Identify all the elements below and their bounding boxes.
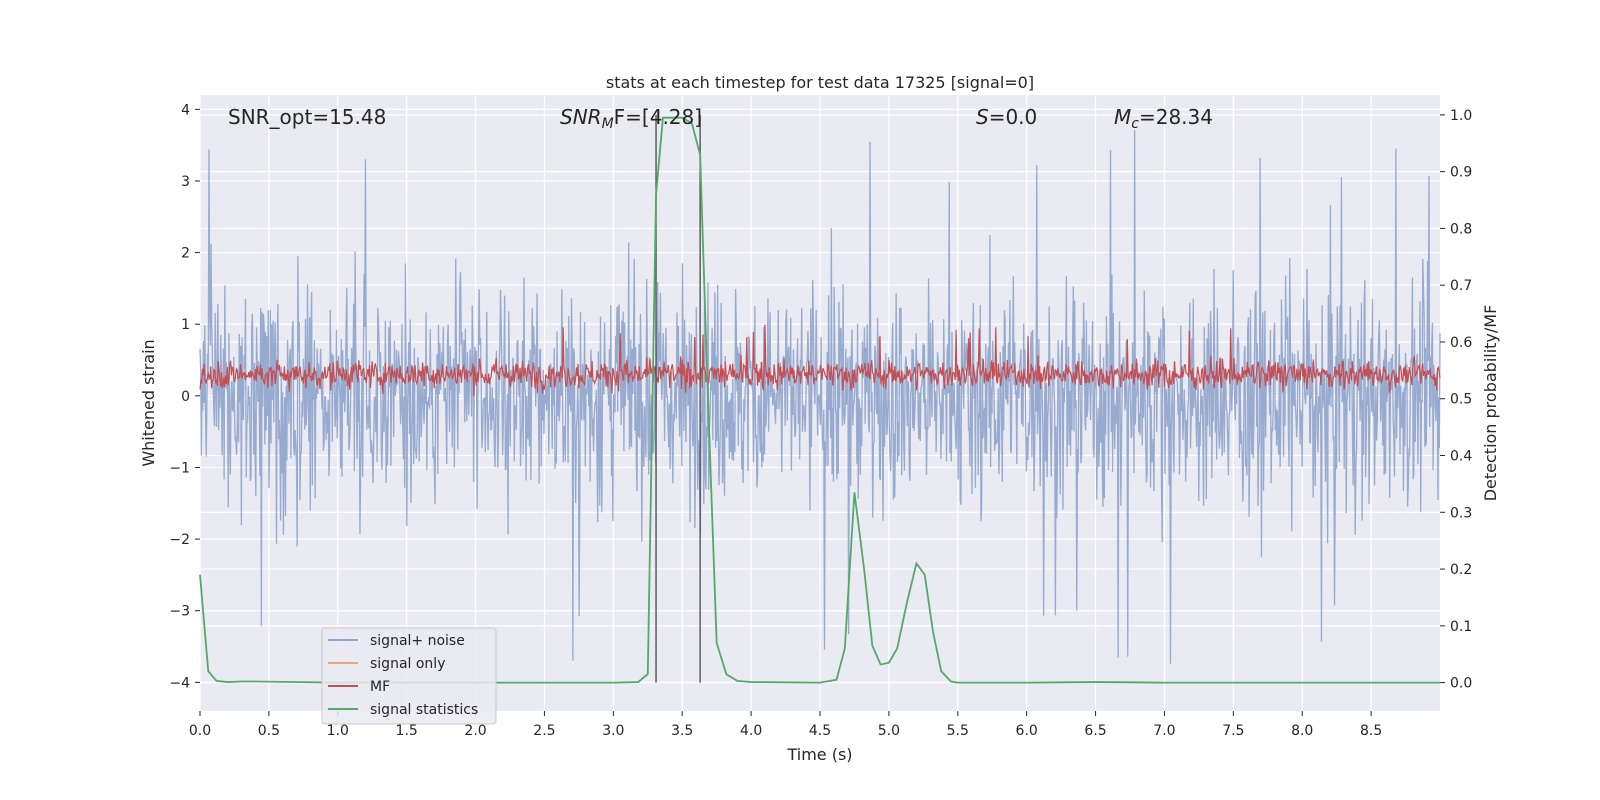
y-tick-label: −4: [169, 675, 190, 691]
x-tick-label: 2.5: [533, 723, 555, 739]
y2-tick-label: 0.4: [1450, 449, 1472, 465]
s-rest: =0.0: [989, 105, 1038, 129]
signal-noise-line: [199, 130, 1441, 664]
x-tick-label: 5.0: [878, 723, 900, 739]
y2-tick-label: 0.3: [1450, 505, 1472, 521]
x-tick-label: 6.5: [1084, 723, 1106, 739]
y2-tick-label: 0.8: [1450, 221, 1472, 237]
mf-line: [199, 324, 1441, 396]
legend-box: [321, 627, 497, 725]
mf-series: [199, 324, 1441, 396]
y-tick-label: −3: [169, 604, 190, 620]
y2-tick-label: 0.0: [1450, 676, 1472, 692]
x-tick-label: 0.5: [258, 723, 280, 739]
x-tick-label: 1.0: [327, 723, 349, 739]
y-tick-label: 2: [181, 246, 190, 262]
y2-tick-label: 1.0: [1450, 108, 1472, 124]
y-tick-label: 0: [181, 389, 190, 405]
x-tick-label: 3.5: [671, 723, 693, 739]
x-tick-label: 4.5: [809, 723, 831, 739]
left-axis-ticks: −4 −3 −2 −1 0 1 2 3 4: [169, 102, 200, 691]
y2-tick-label: 0.2: [1450, 562, 1472, 578]
legend: signal+ noise signal only MF signal stat…: [321, 627, 497, 725]
y-tick-label: 1: [181, 317, 190, 333]
snr-mf-sub: M: [602, 116, 614, 132]
y-tick-label: 4: [181, 102, 190, 118]
x-axis-label: Time (s): [786, 745, 852, 764]
legend-label-signal-only: signal only: [370, 656, 445, 672]
y2-tick-label: 0.6: [1450, 335, 1472, 351]
x-tick-label: 6.0: [1016, 723, 1038, 739]
snr-opt-annotation: SNR_opt=15.48: [228, 105, 386, 129]
x-tick-label: 0.0: [189, 723, 211, 739]
legend-label-mf: MF: [370, 679, 390, 695]
x-tick-label: 7.5: [1222, 723, 1244, 739]
legend-label-statistics: signal statistics: [370, 702, 478, 718]
y2-tick-label: 0.7: [1450, 278, 1472, 294]
x-tick-label: 5.5: [947, 723, 969, 739]
y-tick-label: 3: [181, 174, 190, 190]
mc-base: M: [1114, 105, 1131, 129]
y2-tick-label: 0.5: [1450, 392, 1472, 408]
mc-sub: c: [1131, 116, 1139, 132]
y2-axis-label: Detection probability/MF: [1481, 305, 1500, 502]
snr-mf-annotation: SNRMF=[4.28]: [560, 105, 702, 132]
mc-annotation: Mc=28.34: [1114, 105, 1213, 132]
x-tick-label: 8.5: [1360, 723, 1382, 739]
chart-title: stats at each timestep for test data 173…: [606, 73, 1034, 92]
y-tick-label: −1: [169, 460, 190, 476]
y-tick-label: −2: [169, 532, 190, 548]
x-axis-ticks: 0.0 0.5 1.0 1.5 2.0 2.5 3.0 3.5 4.0 4.5 5.0 5.5 6.0 6…: [189, 711, 1382, 739]
s-label: S: [976, 105, 989, 129]
x-tick-label: 3.0: [602, 723, 624, 739]
signal-noise-series: [199, 130, 1441, 664]
y2-tick-label: 0.1: [1450, 619, 1472, 635]
x-tick-label: 1.5: [396, 723, 418, 739]
y-axis-label: Whitened strain: [139, 339, 158, 466]
right-axis-ticks: 0.0 0.1 0.2 0.3 0.4 0.5 0.6 0.7 0.8 0.9 1.0: [1440, 108, 1472, 692]
snr-mf-rest: F=[4.28]: [614, 105, 702, 129]
s-annotation: S=0.0: [976, 105, 1037, 129]
snr-mf-base: SNR: [560, 105, 602, 129]
x-tick-label: 7.0: [1153, 723, 1175, 739]
x-tick-label: 2.0: [464, 723, 486, 739]
legend-label-noise: signal+ noise: [370, 633, 465, 649]
y2-tick-label: 0.9: [1450, 165, 1472, 181]
x-tick-label: 4.0: [740, 723, 762, 739]
mc-rest: =28.34: [1139, 105, 1213, 129]
x-tick-label: 8.0: [1291, 723, 1313, 739]
